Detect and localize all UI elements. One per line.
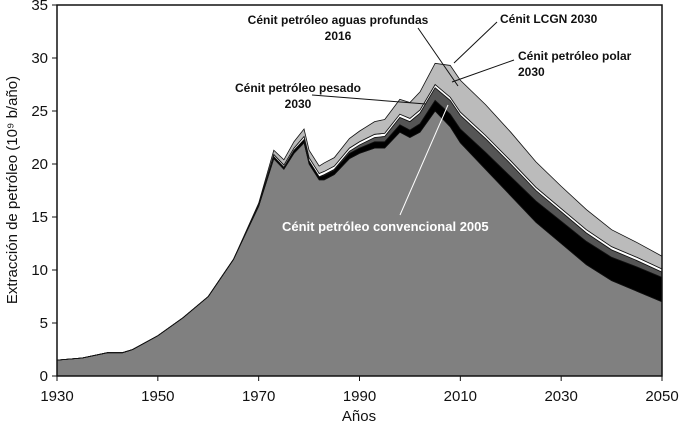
y-tick-label: 0: [40, 368, 48, 385]
y-tick-label: 10: [31, 262, 48, 279]
x-tick-label: 1970: [242, 388, 275, 405]
annotation-label: Cénit petróleo aguas profundas: [248, 13, 429, 27]
x-tick-label: 2010: [444, 388, 477, 405]
annotation-leader-line: [451, 59, 515, 83]
x-tick-label: 1930: [40, 388, 73, 405]
annotation-label: 2030: [518, 65, 545, 79]
annotation-label: Cénit petróleo polar: [518, 49, 632, 63]
y-axis-label: Extracción de petróleo (10⁹ b/año): [4, 76, 21, 304]
annotation-leader-line: [399, 104, 449, 216]
x-axis-label: Años: [342, 408, 376, 425]
annotations: Cénit petróleo aguas profundas 2016 Cénit …: [235, 12, 632, 234]
y-tick-label: 35: [31, 0, 48, 14]
x-tick-label: 2030: [544, 388, 577, 405]
y-tick-label: 30: [31, 50, 48, 67]
y-ticks: 0 5 10 15 20 25 30 35: [31, 0, 57, 385]
y-tick-label: 20: [31, 156, 48, 173]
x-tick-label: 1990: [343, 388, 376, 405]
annotation-label: Cénit LCGN 2030: [500, 12, 598, 26]
annotation-label: Cénit petróleo convencional 2005: [282, 219, 489, 234]
y-tick-label: 5: [40, 315, 48, 332]
y-tick-label: 25: [31, 103, 48, 120]
x-ticks: 1930 1950 1970 1990 2010 2030 2050: [40, 376, 679, 405]
annotation-label: 2016: [325, 29, 352, 43]
annotation-label: Cénit petróleo pesado: [235, 81, 361, 95]
y-tick-label: 15: [31, 209, 48, 226]
annotation-label: 2030: [285, 97, 312, 111]
x-tick-label: 1950: [141, 388, 174, 405]
annotation-leader-line: [417, 27, 459, 87]
annotation-leader-line: [311, 94, 427, 105]
annotation-leader-line: [453, 21, 498, 64]
x-tick-label: 2050: [645, 388, 678, 405]
